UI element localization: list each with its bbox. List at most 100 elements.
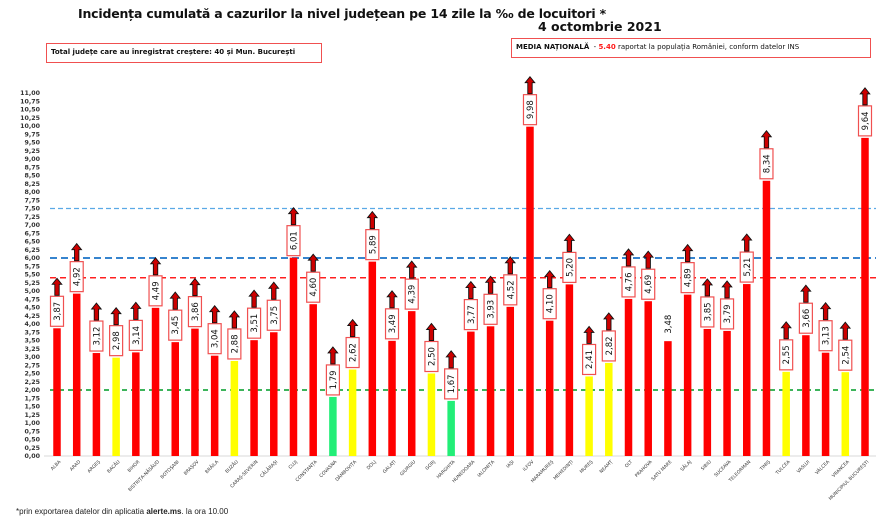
y-tick-label: 9,25 (24, 148, 40, 155)
x-tick-label: BACĂU (105, 458, 121, 474)
bar-group: 2,50 (424, 322, 439, 456)
value-label: 1,67 (447, 374, 457, 393)
bar (72, 293, 81, 456)
y-tick-label: 2,25 (24, 379, 40, 386)
bar (348, 369, 357, 456)
value-label: 3,79 (723, 304, 733, 323)
value-label-box (798, 302, 813, 334)
bar-group: 9,64 (857, 87, 873, 456)
bar-group: 5,20 (562, 233, 577, 456)
bar (585, 376, 593, 456)
value-label: 3,14 (132, 326, 142, 345)
value-label-box (483, 293, 498, 325)
value-label-box (187, 296, 203, 328)
national-average-value: 5.40 (598, 43, 616, 51)
x-tick-label: BUZĂU (223, 458, 239, 474)
value-label-box (286, 225, 301, 257)
increase-arrow-icon (563, 233, 576, 252)
value-label: 3,77 (467, 305, 477, 324)
bar (723, 330, 731, 456)
increase-arrow-icon (721, 280, 733, 299)
bar-group: 3,66 (798, 284, 813, 456)
value-label-box (562, 251, 577, 283)
y-tick-label: 1,00 (24, 420, 40, 427)
increase-arrow-icon (760, 130, 773, 149)
increase-arrow-icon (543, 269, 556, 289)
increase-arrow-icon (149, 257, 162, 276)
y-tick-label: 7,00 (24, 222, 40, 229)
y-tick-label: 0,25 (24, 445, 40, 452)
bars: 3,87 4,92 3,12 2,98 3,14 4,49 3,45 3,86 3,04 2,88… (49, 75, 873, 456)
y-tick-label: 9,00 (24, 156, 40, 163)
value-label: 6,01 (289, 231, 299, 250)
value-label: 3,49 (388, 314, 398, 333)
value-label: 3,66 (802, 309, 812, 328)
value-label-box (246, 307, 262, 339)
value-label-box (266, 299, 281, 331)
bar (467, 331, 475, 456)
y-tick-label: 10,50 (20, 107, 41, 114)
value-label-box (641, 268, 656, 300)
value-label: 5,20 (565, 258, 575, 277)
bar-group: 3,77 (463, 280, 478, 456)
x-tick-label: BOTOȘANI (159, 459, 180, 480)
value-label-box (463, 298, 478, 331)
value-label-box (719, 298, 735, 330)
increase-arrow-icon (425, 322, 438, 341)
bar (53, 328, 61, 456)
y-tick-label: 6,75 (24, 230, 40, 237)
bar-group: 3,04 (207, 304, 222, 456)
value-label-box (365, 229, 380, 261)
bar (309, 304, 317, 456)
bar-group: 3,75 (266, 281, 281, 456)
bar-group: 3,86 (187, 277, 203, 456)
increase-arrow-icon (445, 350, 457, 369)
value-label: 3,45 (171, 316, 181, 335)
y-tick-label: 9,75 (24, 131, 40, 138)
bar-group: 2,82 (601, 312, 616, 456)
chart-title: Incidența cumulată a cazurilor la nivel … (78, 6, 606, 21)
value-label: 4,69 (644, 275, 654, 294)
bar (486, 326, 495, 456)
value-label: 2,41 (585, 350, 595, 369)
value-label: 4,92 (73, 267, 83, 286)
increase-arrow-icon (189, 277, 201, 297)
value-label: 9,64 (861, 111, 871, 130)
x-tick-label: GORJ (424, 459, 437, 472)
bar-group: 5,21 (739, 233, 754, 456)
bar-group: 9,98 (522, 75, 538, 456)
x-tick-label: TULCEA (774, 459, 792, 477)
bar (171, 342, 179, 456)
value-label-box (207, 323, 222, 355)
bar (210, 355, 219, 456)
value-label: 3,13 (822, 326, 832, 345)
x-tick-label: SUCEAVA (713, 459, 733, 479)
bar (782, 371, 790, 456)
value-label: 3,04 (211, 329, 221, 348)
value-label-box (680, 262, 695, 294)
value-label: 1,79 (329, 370, 339, 389)
x-tick-label: MUREȘ (579, 459, 595, 475)
y-tick-label: 1,50 (24, 404, 40, 411)
bar-group: 4,49 (148, 257, 163, 456)
x-tick-label: MUNICIPIUL BUCUREȘTI (828, 459, 871, 502)
y-tick-label: 3,75 (24, 329, 40, 336)
value-label-box (779, 339, 794, 371)
bar (191, 328, 199, 456)
value-label: 2,55 (782, 345, 792, 364)
bar-group: 3,14 (128, 301, 143, 456)
y-axis: 0,000,250,50 0,751,001,251,50 1,752,002,25… (20, 90, 876, 460)
value-label: 3,48 (664, 315, 674, 334)
increase-arrow-icon (386, 290, 398, 309)
bar (92, 353, 101, 456)
bar (289, 257, 298, 456)
value-label-box (148, 275, 163, 307)
value-label: 4,39 (408, 285, 418, 304)
x-tick-label: ILFOV (522, 459, 536, 473)
x-tick-label: BIHOR (127, 459, 142, 474)
value-label: 3,12 (92, 327, 102, 346)
increase-arrow-icon (504, 256, 517, 275)
bar-group: 4,52 (503, 256, 518, 456)
bar (151, 307, 160, 456)
reference-lines (50, 207, 876, 391)
